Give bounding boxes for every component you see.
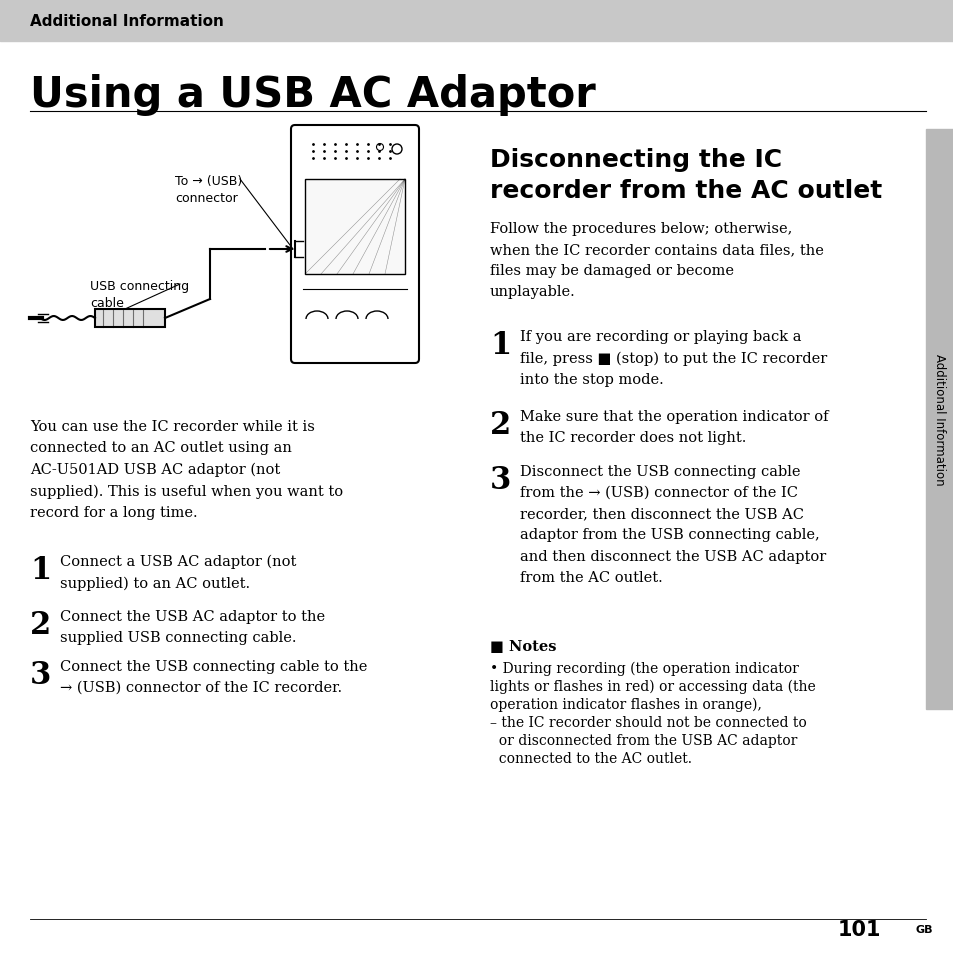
Text: or disconnected from the USB AC adaptor: or disconnected from the USB AC adaptor <box>490 733 797 747</box>
Bar <box>305 180 405 274</box>
Text: Additional Information: Additional Information <box>933 354 945 485</box>
Text: 2: 2 <box>490 410 511 440</box>
Text: Connect a USB AC adaptor (not
supplied) to an AC outlet.: Connect a USB AC adaptor (not supplied) … <box>60 555 296 591</box>
Text: 1: 1 <box>30 555 51 585</box>
Text: ■ Notes: ■ Notes <box>490 639 556 654</box>
Text: Connect the USB connecting cable to the
→ (USB) connector of the IC recorder.: Connect the USB connecting cable to the … <box>60 659 367 695</box>
Bar <box>925 130 953 709</box>
Text: Make sure that the operation indicator of
the IC recorder does not light.: Make sure that the operation indicator o… <box>519 410 827 445</box>
Text: Disconnect the USB connecting cable
from the → (USB) connector of the IC
recorde: Disconnect the USB connecting cable from… <box>519 464 825 584</box>
Text: USB connecting
cable: USB connecting cable <box>90 280 189 310</box>
Text: operation indicator flashes in orange),: operation indicator flashes in orange), <box>490 698 761 712</box>
Text: You can use the IC recorder while it is
connected to an AC outlet using an
AC-U5: You can use the IC recorder while it is … <box>30 419 343 519</box>
Text: 2: 2 <box>30 609 51 640</box>
Text: GB: GB <box>915 924 933 934</box>
Text: – the IC recorder should not be connected to: – the IC recorder should not be connecte… <box>490 716 806 729</box>
Text: If you are recording or playing back a
file, press ■ (stop) to put the IC record: If you are recording or playing back a f… <box>519 330 826 387</box>
Text: • During recording (the operation indicator: • During recording (the operation indica… <box>490 661 798 676</box>
Text: Follow the procedures below; otherwise,
when the IC recorder contains data files: Follow the procedures below; otherwise, … <box>490 222 823 299</box>
Bar <box>95 310 165 328</box>
Text: 1: 1 <box>490 330 511 360</box>
Bar <box>0 0 953 42</box>
Text: Additional Information: Additional Information <box>30 13 224 29</box>
Text: Connect the USB AC adaptor to the
supplied USB connecting cable.: Connect the USB AC adaptor to the suppli… <box>60 609 325 644</box>
Text: 101: 101 <box>837 919 880 939</box>
Text: Disconnecting the IC
recorder from the AC outlet: Disconnecting the IC recorder from the A… <box>490 148 882 202</box>
FancyBboxPatch shape <box>291 126 418 364</box>
Text: connected to the AC outlet.: connected to the AC outlet. <box>490 751 691 765</box>
Text: lights or flashes in red) or accessing data (the: lights or flashes in red) or accessing d… <box>490 679 815 694</box>
Text: 3: 3 <box>490 464 511 496</box>
Text: 3: 3 <box>30 659 51 690</box>
Text: To → (USB)
connector: To → (USB) connector <box>174 174 242 205</box>
Text: Using a USB AC Adaptor: Using a USB AC Adaptor <box>30 74 595 116</box>
